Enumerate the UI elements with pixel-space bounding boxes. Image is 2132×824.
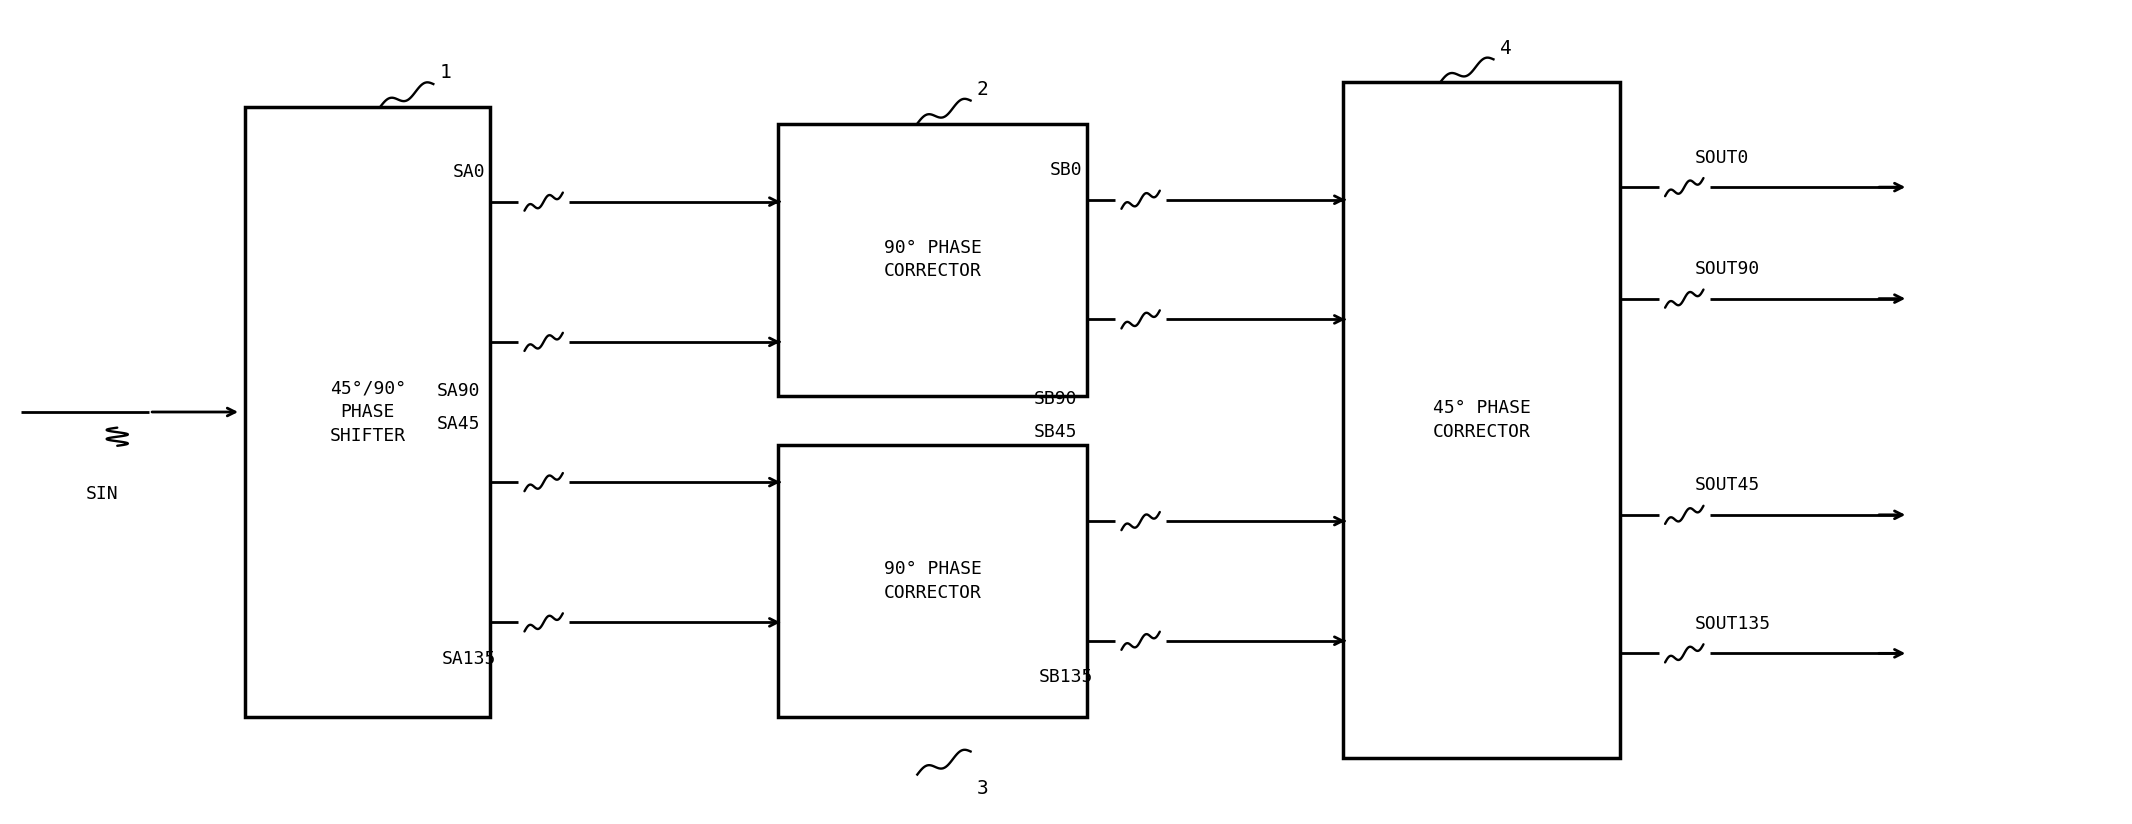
Text: SA135: SA135 bbox=[441, 649, 497, 667]
Text: 90° PHASE
CORRECTOR: 90° PHASE CORRECTOR bbox=[885, 239, 981, 280]
Text: 90° PHASE
CORRECTOR: 90° PHASE CORRECTOR bbox=[885, 560, 981, 602]
Text: SOUT135: SOUT135 bbox=[1695, 615, 1772, 633]
Text: 45° PHASE
CORRECTOR: 45° PHASE CORRECTOR bbox=[1433, 400, 1531, 441]
Text: 1: 1 bbox=[439, 63, 452, 82]
Bar bbox=[245, 107, 490, 717]
Text: SA0: SA0 bbox=[452, 163, 486, 181]
Text: SB45: SB45 bbox=[1034, 423, 1077, 441]
Text: SB90: SB90 bbox=[1034, 390, 1077, 408]
Text: SOUT0: SOUT0 bbox=[1695, 148, 1750, 166]
Text: SA90: SA90 bbox=[437, 382, 480, 400]
Text: SOUT45: SOUT45 bbox=[1695, 476, 1761, 494]
Bar bbox=[778, 124, 1087, 396]
Text: SA45: SA45 bbox=[437, 414, 480, 433]
Text: SB0: SB0 bbox=[1049, 162, 1083, 179]
Bar bbox=[778, 445, 1087, 717]
Bar bbox=[1343, 82, 1620, 758]
Text: 2: 2 bbox=[976, 80, 989, 99]
Text: 3: 3 bbox=[976, 779, 989, 798]
Text: SB135: SB135 bbox=[1038, 668, 1094, 686]
Text: 4: 4 bbox=[1501, 39, 1512, 58]
Text: SOUT90: SOUT90 bbox=[1695, 260, 1761, 278]
Text: 45°/90°
PHASE
SHIFTER: 45°/90° PHASE SHIFTER bbox=[330, 379, 405, 445]
Text: SIN: SIN bbox=[85, 485, 119, 503]
